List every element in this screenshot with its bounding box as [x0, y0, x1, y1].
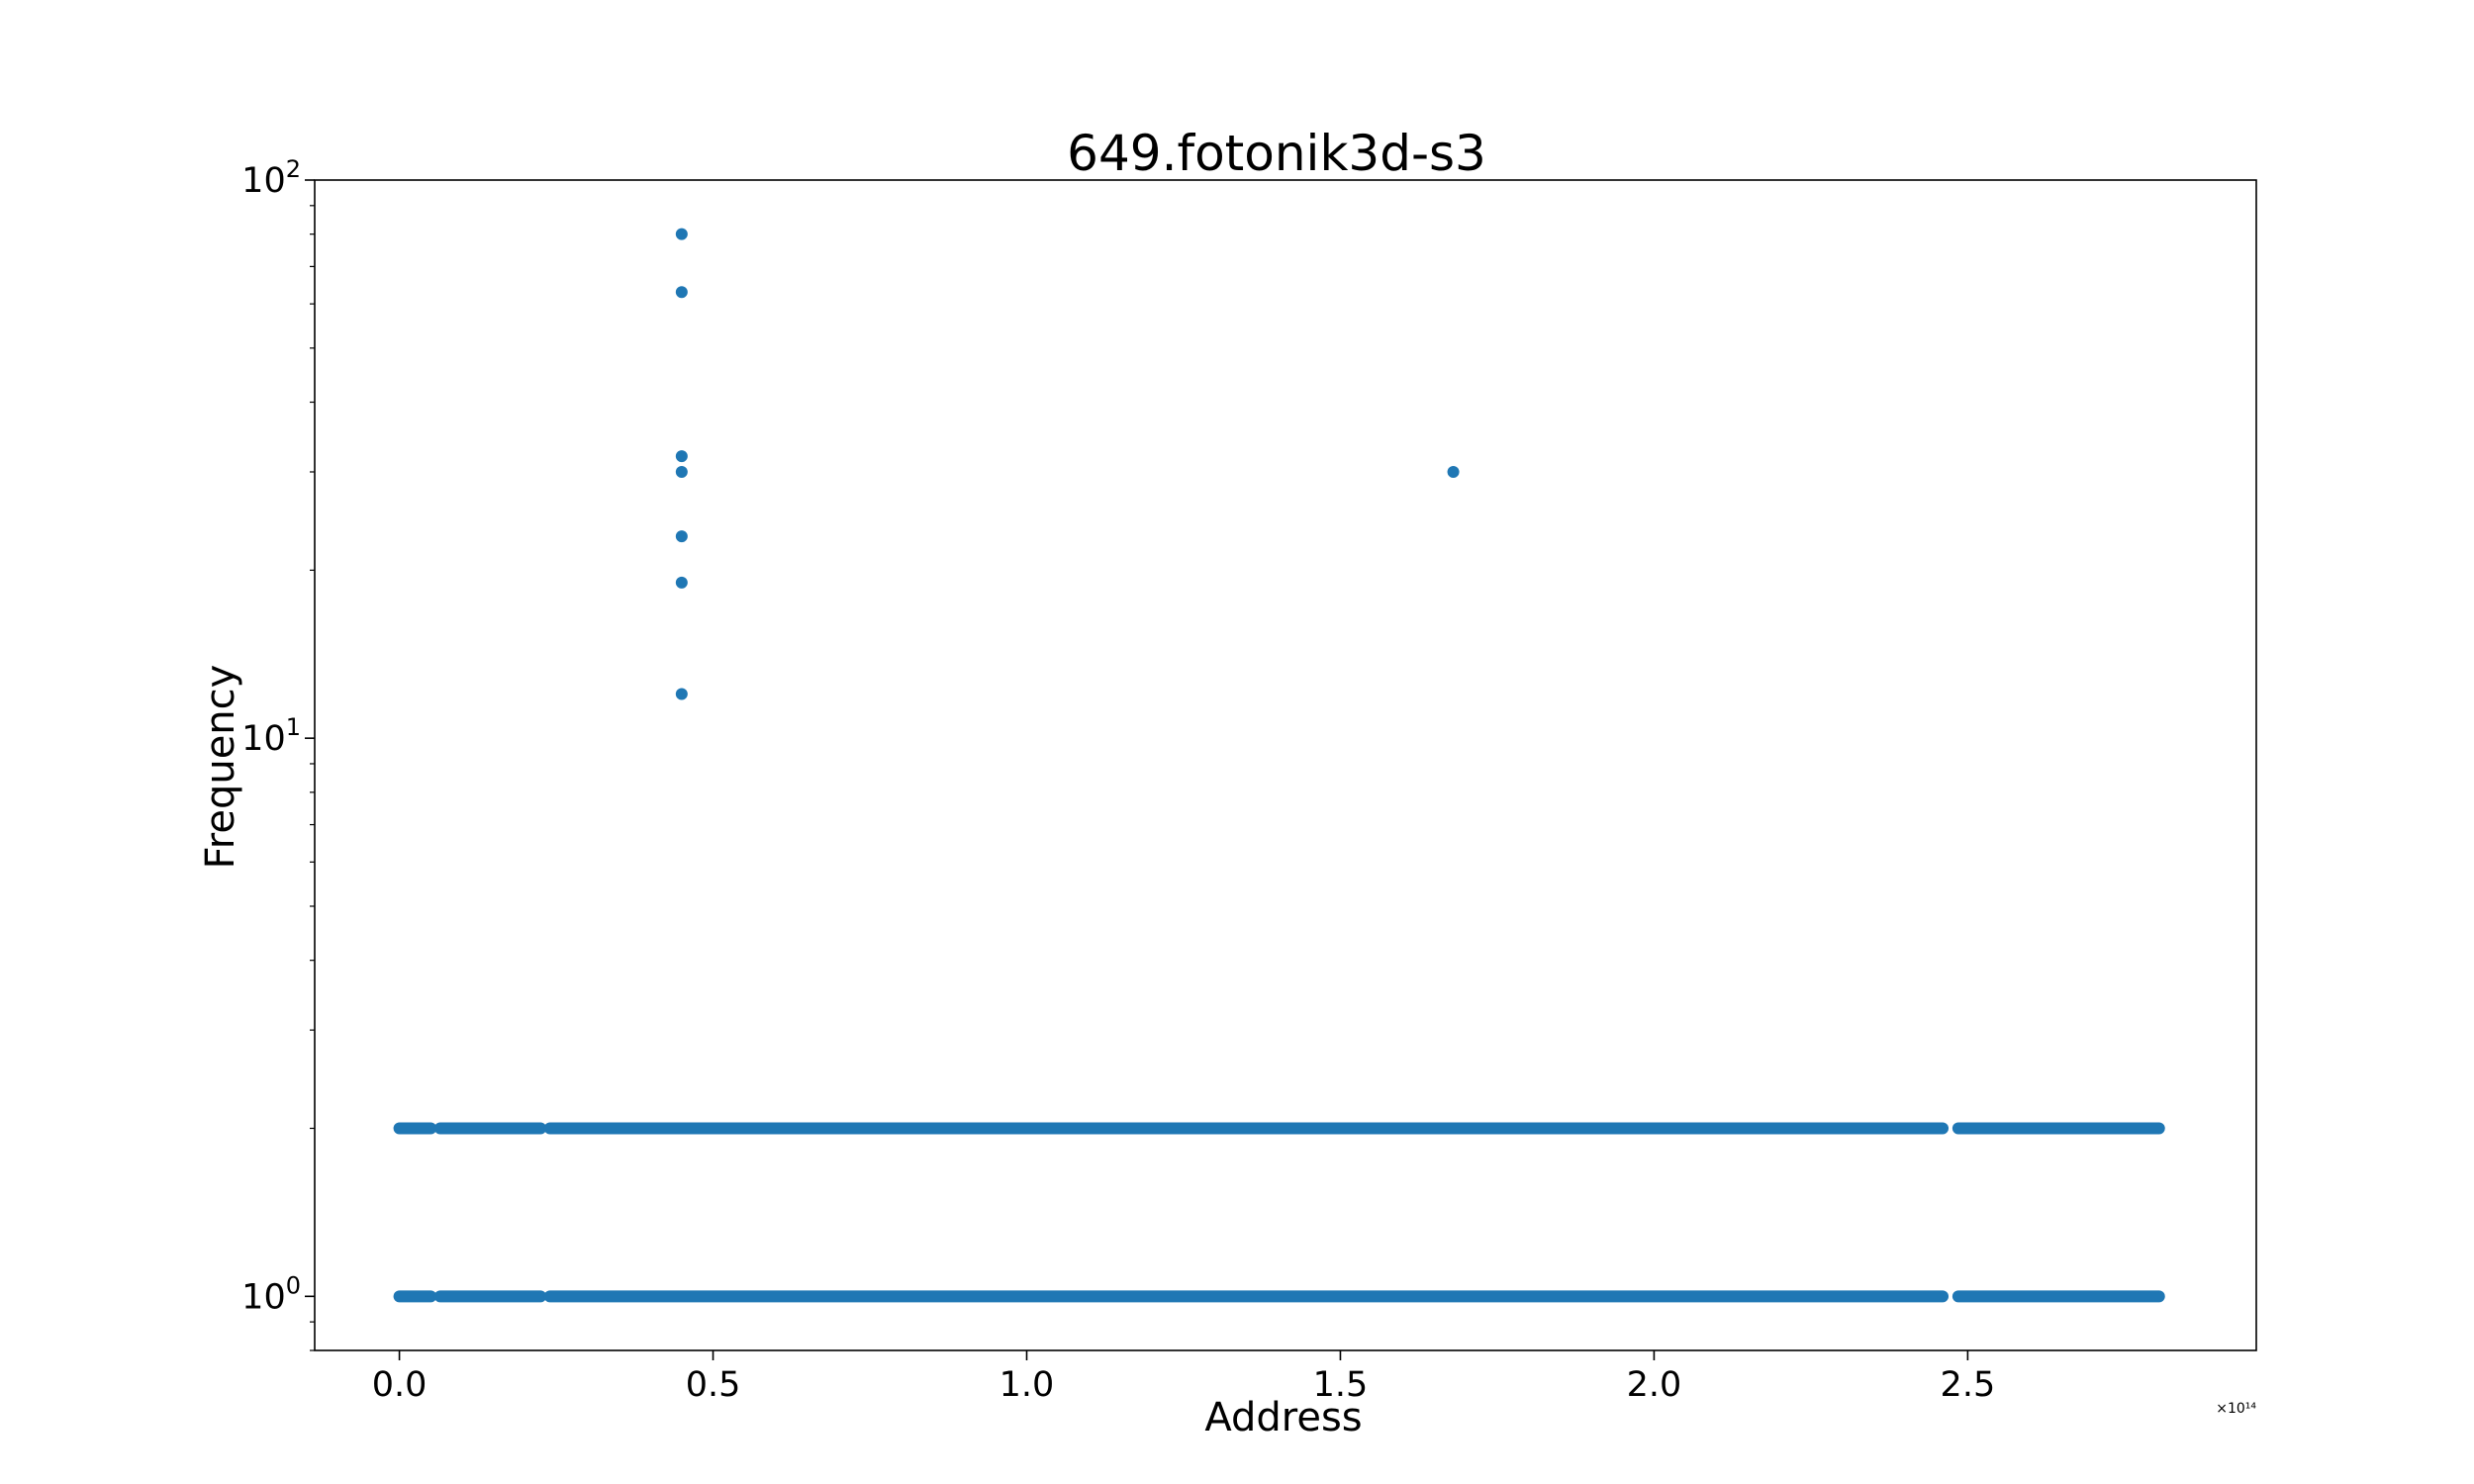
data-point: [675, 688, 688, 700]
x-tick-label: 0.5: [686, 1365, 741, 1405]
x-tick-label: 1.0: [999, 1365, 1055, 1405]
data-points: [393, 228, 2165, 1303]
data-point: [675, 576, 688, 589]
y-axis-ticks: 100 101 102: [241, 155, 315, 1351]
x-tick-label: 2.0: [1627, 1365, 1682, 1405]
data-point: [675, 228, 688, 240]
data-point: [675, 530, 688, 543]
data-point: [675, 450, 688, 463]
y-tick-label: 101: [241, 713, 301, 759]
x-tick-label: 2.5: [1941, 1365, 1996, 1405]
y-tick-label: 100: [241, 1271, 301, 1317]
y-tick-label: 102: [241, 155, 301, 201]
plot-area-frame: [314, 179, 2257, 1351]
x-axis-offset-label: ×10¹⁴: [2216, 1401, 2256, 1417]
x-axis-ticks: 0.0 0.5 1.0 1.5 2.0 2.5: [372, 1350, 1995, 1405]
y-axis-label: Frequency: [198, 665, 243, 870]
x-axis-label: Address: [1204, 1395, 1362, 1440]
x-tick-label: 1.5: [1313, 1365, 1369, 1405]
data-point: [675, 465, 688, 478]
data-point: [675, 286, 688, 299]
x-tick-label: 0.0: [372, 1365, 428, 1405]
chart-title: 649.fotonik3d-s3: [1067, 125, 1486, 182]
data-point: [1447, 465, 1460, 478]
